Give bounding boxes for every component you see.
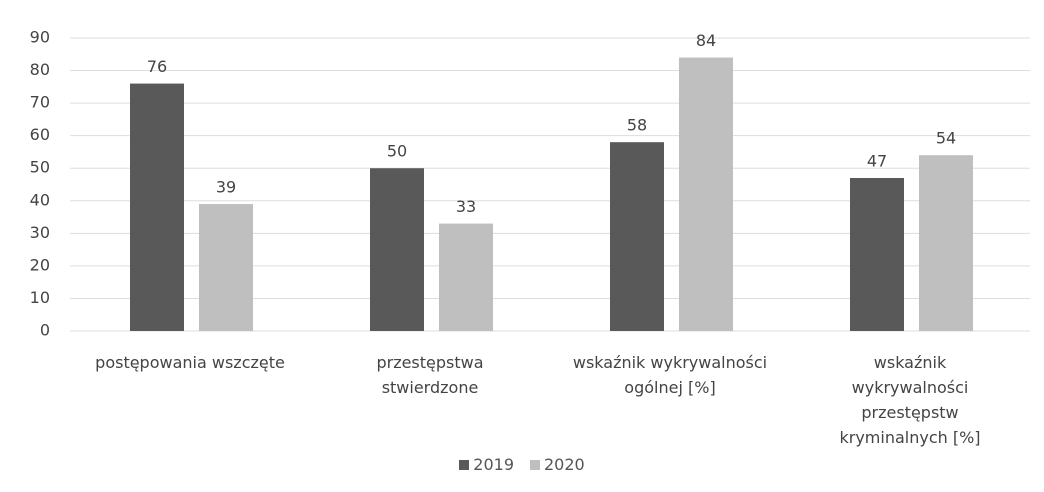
bar xyxy=(130,83,184,331)
bar xyxy=(610,142,664,331)
bar xyxy=(850,177,904,331)
x-tick-label: postępowania wszczęte xyxy=(95,353,285,372)
x-tick-label: wskaźnik wykrywalności ogólnej [%] xyxy=(572,353,768,397)
value-label: 54 xyxy=(936,129,956,148)
y-tick-label: 80 xyxy=(30,60,50,79)
legend-swatch xyxy=(530,460,540,470)
legend-item: 2020 xyxy=(530,455,585,474)
x-tick-label: wskaźnik wykrywalności przestępstw krymi… xyxy=(839,353,981,447)
value-label: 58 xyxy=(627,116,647,135)
value-label: 47 xyxy=(867,151,887,170)
bar xyxy=(439,223,493,331)
bar xyxy=(679,57,733,332)
y-tick-label: 10 xyxy=(30,288,50,307)
x-tick-label: przestępstwa stwierdzone xyxy=(376,353,484,397)
legend: 2019 2020 xyxy=(0,455,1044,474)
y-tick-label: 70 xyxy=(30,93,50,112)
legend-label: 2019 xyxy=(473,455,514,474)
bar xyxy=(370,168,424,331)
bar xyxy=(199,204,253,331)
y-tick-label: 90 xyxy=(30,28,50,47)
bar xyxy=(919,155,973,331)
y-tick-label: 0 xyxy=(40,321,50,340)
y-tick-label: 20 xyxy=(30,255,50,274)
legend-label: 2020 xyxy=(544,455,585,474)
legend-swatch xyxy=(459,460,470,470)
y-tick-label: 50 xyxy=(30,158,50,177)
value-label: 39 xyxy=(216,178,236,197)
y-tick-label: 60 xyxy=(30,125,50,144)
legend-item: 2019 xyxy=(459,455,514,474)
value-label: 84 xyxy=(696,31,716,50)
value-label: 50 xyxy=(387,142,407,161)
value-label: 76 xyxy=(147,57,167,76)
y-tick-label: 30 xyxy=(30,223,50,242)
y-tick-label: 40 xyxy=(30,190,50,209)
value-label: 33 xyxy=(456,197,476,216)
